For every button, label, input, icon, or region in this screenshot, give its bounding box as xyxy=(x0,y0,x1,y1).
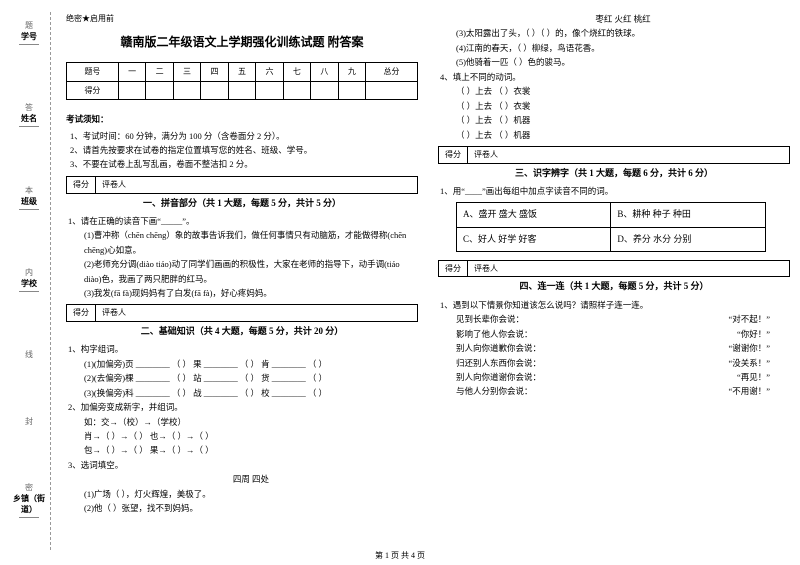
section-title-3: 三、识字辨字（共 1 大题，每题 6 分，共计 6 分） xyxy=(438,166,790,181)
content-area: 绝密★启用前 赣南版二年级语文上学期强化训练试题 附答案 题号一二三四五六七八九… xyxy=(48,12,790,550)
question-line: (3)我发(fā fà)现妈妈有了白发(fā fà)，好心疼妈妈。 xyxy=(66,286,418,300)
question-line: (1)(加偏旁)页 ________ （ ） 果 ________ （ ） 肯 … xyxy=(66,357,418,371)
section-title-1: 一、拼音部分（共 1 大题，每题 5 分，共计 5 分） xyxy=(66,196,418,211)
exam-page: 题学号 答姓名 本班级 内学校 线 封 密乡镇（街道） 绝密★启用前 赣南版二年… xyxy=(0,0,800,550)
char-table: A、盛开 盛大 盛饭B、耕种 种子 种田 C、好人 好学 好客D、养分 水分 分… xyxy=(456,202,766,252)
exam-title: 赣南版二年级语文上学期强化训练试题 附答案 xyxy=(66,32,418,52)
question-line: (1)曹冲称（chēn chēng）象的故事告诉我们，做任何事情只有动脑筋，才能… xyxy=(66,228,418,257)
question: 1、用“____”画出每组中加点字读音不同的词。 xyxy=(438,184,790,198)
match-row: 别人向你道谢你会说：“再见！” xyxy=(438,370,790,384)
confidential-mark: 绝密★启用前 xyxy=(66,12,418,26)
question-line: (4)江南的春天，（ ）柳绿，鸟语花香。 xyxy=(438,41,790,55)
word-options: 枣红 火红 桃红 xyxy=(438,12,790,26)
side-item: 题学号 xyxy=(19,20,39,47)
table-row: 题号一二三四五六七八九总分 xyxy=(67,62,418,81)
seal-dash-line xyxy=(50,12,51,550)
notice-head: 考试须知： xyxy=(66,112,418,126)
table-row: A、盛开 盛大 盛饭B、耕种 种子 种田 xyxy=(457,203,766,227)
question-line: (3)太阳露出了头，（ ）（ ）的，像个烧红的铁球。 xyxy=(438,26,790,40)
rater-box: 得分评卷人 xyxy=(438,260,790,278)
table-row: 得分 xyxy=(67,81,418,100)
question: 1、遇到以下情景你知道该怎么说吗？请照样子连一连。 xyxy=(438,298,790,312)
side-item: 封 xyxy=(25,416,33,427)
question-line: （ ）上去 （ ）机器 xyxy=(438,113,790,127)
question-line: （ ）上去 （ ）衣裳 xyxy=(438,84,790,98)
notice-item: 2、请首先按要求在试卷的指定位置填写您的姓名、班级、学号。 xyxy=(66,143,418,157)
side-item: 密乡镇（街道） xyxy=(10,482,48,520)
right-column: 枣红 火红 桃红 (3)太阳露出了头，（ ）（ ）的，像个烧红的铁球。 (4)江… xyxy=(438,12,790,550)
left-column: 绝密★启用前 赣南版二年级语文上学期强化训练试题 附答案 题号一二三四五六七八九… xyxy=(66,12,418,550)
question: 1、构字组词。 xyxy=(66,342,418,356)
question: 2、加偏旁变成新字，并组词。 xyxy=(66,400,418,414)
score-table: 题号一二三四五六七八九总分 得分 xyxy=(66,62,418,100)
question: 3、选词填空。 xyxy=(66,458,418,472)
side-item: 本班级 xyxy=(19,185,39,212)
match-row: 与他人分别你会说：“不用谢！” xyxy=(438,384,790,398)
match-row: 归还别人东西你会说：“没关系！” xyxy=(438,356,790,370)
notice-item: 1、考试时间：60 分钟，满分为 100 分（含卷面分 2 分）。 xyxy=(66,129,418,143)
question-line: 包→（ ）→（ ） 果→（ ）→（ ） xyxy=(66,443,418,457)
section-title-4: 四、连一连（共 1 大题，每题 5 分，共计 5 分） xyxy=(438,279,790,294)
side-binding-labels: 题学号 答姓名 本班级 内学校 线 封 密乡镇（街道） xyxy=(10,12,48,550)
question-line: (5)他骑着一匹（ ）色的骏马。 xyxy=(438,55,790,69)
question-line: 如：交→（校）→（学校） xyxy=(66,415,418,429)
question-line: (3)(换偏旁)科 ________ （ ） 战 ________ （ ） 校 … xyxy=(66,386,418,400)
question-line: 肖→（ ）→（ ） 也→（ ）→（ ） xyxy=(66,429,418,443)
side-item: 内学校 xyxy=(19,267,39,294)
question: 1、请在正确的读音下画“_____”。 xyxy=(66,214,418,228)
word-options: 四周 四处 xyxy=(66,472,418,486)
match-row: 影响了他人你会说：“你好！” xyxy=(438,327,790,341)
page-footer: 第 1 页 共 4 页 xyxy=(0,550,800,561)
question-line: (2)老师充分调(diào tiáo)动了同学们画画的积极性，大家在老师的指导下… xyxy=(66,257,418,286)
question-line: （ ）上去 （ ）机器 xyxy=(438,128,790,142)
rater-box: 得分评卷人 xyxy=(66,176,418,194)
question-line: (2)他（ ）张望，找不到妈妈。 xyxy=(66,501,418,515)
question-line: (1)广场（ ），灯火辉煌，美极了。 xyxy=(66,487,418,501)
question-line: (2)(去偏旁)棵 ________ （ ） 站 ________ （ ） 货 … xyxy=(66,371,418,385)
match-row: 别人向你道歉你会说：“谢谢你！” xyxy=(438,341,790,355)
side-item: 答姓名 xyxy=(19,102,39,129)
rater-box: 得分评卷人 xyxy=(66,304,418,322)
section-title-2: 二、基础知识（共 4 大题，每题 5 分，共计 20 分） xyxy=(66,324,418,339)
rater-box: 得分评卷人 xyxy=(438,146,790,164)
question: 4、填上不同的动词。 xyxy=(438,70,790,84)
side-item: 线 xyxy=(25,349,33,360)
table-row: C、好人 好学 好客D、养分 水分 分别 xyxy=(457,227,766,251)
notice-item: 3、不要在试卷上乱写乱画，卷面不整洁扣 2 分。 xyxy=(66,157,418,171)
match-row: 见到长辈你会说：“对不起！” xyxy=(438,312,790,326)
question-line: （ ）上去 （ ）衣裳 xyxy=(438,99,790,113)
